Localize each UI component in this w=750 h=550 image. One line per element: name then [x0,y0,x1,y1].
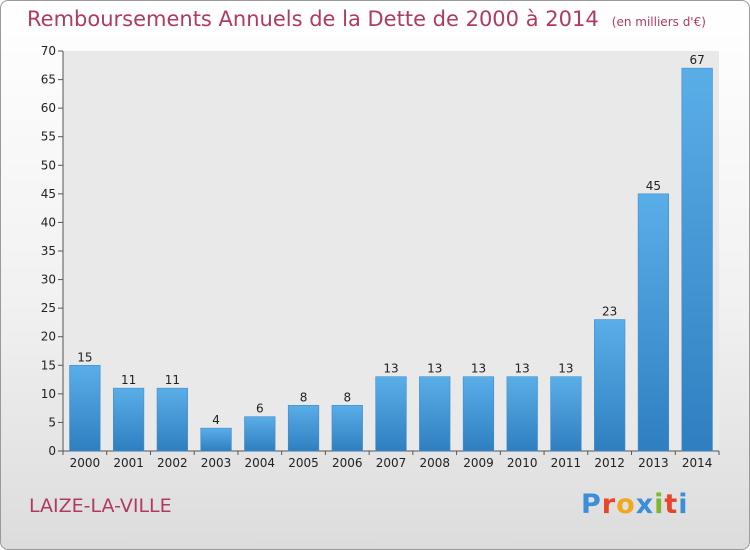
bar-value-label: 4 [212,413,220,427]
bar [550,376,582,452]
y-tick-label: 5 [48,415,56,429]
x-tick-label: 2002 [157,456,188,470]
bar [331,404,363,452]
y-tick-label: 40 [41,215,56,229]
x-tick-label: 2001 [113,456,144,470]
x-tick-label: 2005 [288,456,319,470]
x-tick-label: 2007 [376,456,407,470]
y-tick-label: 20 [41,330,56,344]
bar [594,319,626,452]
bar-value-label: 11 [121,373,136,387]
bar [462,376,495,452]
bar [112,387,145,452]
y-tick-label: 25 [41,301,56,315]
bar-value-label: 15 [77,350,92,364]
bar-value-label: 45 [646,179,661,193]
y-tick-label: 35 [41,244,56,258]
y-tick-label: 15 [41,358,56,372]
bar [156,387,188,452]
logo-letter: i [654,489,665,520]
logo-letter: i [678,489,689,520]
bar-value-label: 13 [383,362,398,376]
bar [681,67,713,452]
bar-value-label: 13 [427,362,442,376]
bar [244,416,276,452]
x-tick-label: 2010 [507,456,538,470]
bar-value-label: 8 [343,390,351,404]
bar-value-label: 67 [689,53,704,67]
y-tick-label: 60 [41,101,56,115]
x-tick-label: 2011 [551,456,582,470]
bar [375,376,407,452]
y-tick-label: 30 [41,273,56,287]
logo-letter: P [581,489,602,520]
bar-value-label: 8 [300,390,308,404]
y-tick-label: 0 [48,444,56,458]
x-tick-label: 2012 [594,456,625,470]
bar-value-label: 11 [165,373,180,387]
x-tick-label: 2009 [463,456,494,470]
x-tick-label: 2014 [682,456,713,470]
logo-letter: r [601,489,617,520]
y-tick-label: 55 [41,130,56,144]
commune-name: LAIZE-LA-VILLE [29,495,172,517]
bar [200,427,232,452]
bar [419,376,451,452]
bar-value-label: 6 [256,402,264,416]
x-tick-label: 2013 [638,456,669,470]
y-tick-label: 50 [41,158,56,172]
y-tick-label: 10 [41,387,56,401]
bar [637,193,670,452]
bar-value-label: 13 [471,362,486,376]
x-tick-label: 2004 [245,456,276,470]
chart-title: Remboursements Annuels de la Dette de 20… [27,7,599,31]
x-tick-label: 2006 [332,456,363,470]
chart-subtitle: (en milliers d'€) [611,15,706,29]
logo-letter: x [635,489,655,520]
y-tick-label: 45 [41,187,56,201]
bar [287,404,320,452]
logo-letter: o [616,489,636,520]
x-tick-label: 2008 [419,456,450,470]
bar [506,376,538,452]
y-tick-label: 65 [41,73,56,87]
logo-letter: t [664,489,679,520]
bar-value-label: 23 [602,305,617,319]
bar-value-label: 13 [558,362,573,376]
y-tick-label: 70 [41,44,56,58]
x-tick-label: 2003 [201,456,232,470]
bar [69,364,101,452]
chart-header: Remboursements Annuels de la Dette de 20… [27,7,706,31]
bar-value-label: 13 [515,362,530,376]
proxiti-logo: Proxiti [581,489,689,520]
x-tick-label: 2000 [70,456,101,470]
